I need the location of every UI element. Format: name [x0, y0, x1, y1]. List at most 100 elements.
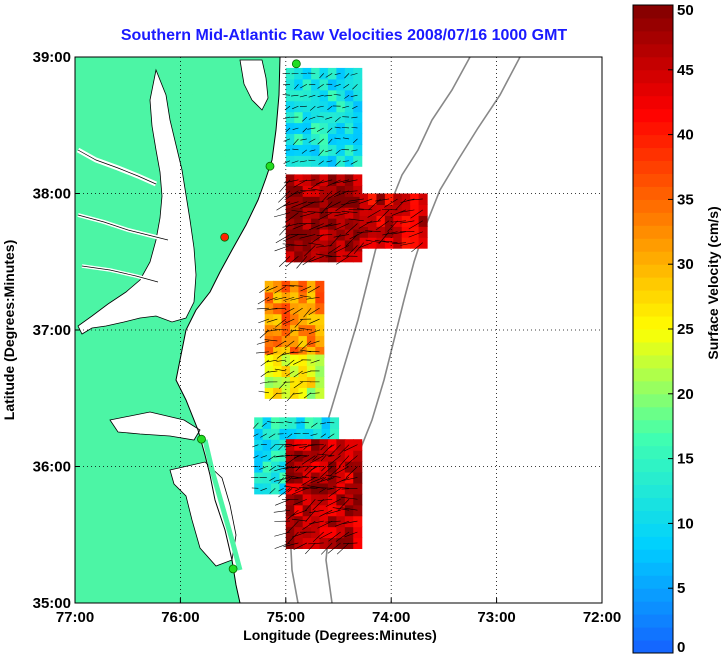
velocity-cell [294, 207, 303, 219]
colorbar-segment [633, 562, 673, 575]
velocity-cell [345, 505, 354, 517]
radar-site-marker [197, 435, 205, 443]
velocity-cell [360, 204, 369, 216]
velocity-cell [305, 428, 314, 440]
colorbar-tick-label: 20 [677, 386, 694, 403]
velocity-cell [303, 516, 312, 528]
velocity-cell [353, 251, 362, 263]
velocity-cell [328, 527, 337, 539]
velocity-cell [353, 527, 362, 539]
velocity-cell [320, 144, 329, 156]
velocity-cell [320, 112, 329, 124]
velocity-cell [263, 417, 272, 429]
velocity-cell [307, 335, 316, 347]
colorbar-segment [633, 549, 673, 562]
velocity-cell [345, 90, 354, 102]
velocity-cell [336, 439, 345, 451]
velocity-cell [353, 133, 362, 145]
colorbar-segment [633, 277, 673, 290]
colorbar-tick-label: 10 [677, 515, 694, 532]
colorbar-segment [633, 407, 673, 420]
velocity-cell [385, 215, 394, 227]
velocity-cell [286, 133, 295, 145]
colorbar-segment [633, 44, 673, 57]
velocity-cell [315, 281, 324, 293]
velocity-cell [311, 494, 320, 506]
velocity-cell [336, 155, 345, 167]
velocity-cell [353, 494, 362, 506]
colorbar-segment [633, 394, 673, 407]
velocity-cell [330, 417, 339, 429]
colorbar-tick-label: 15 [677, 451, 694, 468]
colorbar-segment [633, 122, 673, 135]
velocity-cell [294, 123, 303, 135]
velocity-cell [286, 218, 295, 230]
velocity-cell [303, 494, 312, 506]
velocity-cell [311, 505, 320, 517]
velocity-cell [286, 537, 295, 549]
velocity-cell [402, 194, 411, 206]
velocity-cell [315, 376, 324, 388]
velocity-cell [254, 439, 263, 451]
colorbar-segment [633, 329, 673, 342]
velocity-cell [336, 472, 345, 484]
velocity-cell [303, 251, 312, 263]
velocity-cell [320, 68, 329, 80]
velocity-cell [376, 204, 385, 216]
velocity-cell [286, 240, 295, 252]
velocity-cell [286, 174, 295, 186]
velocity-cell [273, 314, 282, 326]
velocity-cell [282, 281, 291, 293]
velocity-cell [311, 240, 320, 252]
colorbar-segment [633, 342, 673, 355]
colorbar-segment [633, 148, 673, 161]
velocity-cell [303, 112, 312, 124]
velocity-cell [330, 428, 339, 440]
y-tick-label: 35:00 [33, 595, 71, 612]
colorbar-tick-label: 50 [677, 2, 694, 19]
velocity-cell [286, 472, 295, 484]
velocity-cell [328, 101, 337, 113]
velocity-cell [303, 144, 312, 156]
velocity-cell [385, 237, 394, 249]
velocity-cell [320, 133, 329, 145]
velocity-cell [311, 472, 320, 484]
x-tick-label: 74:00 [372, 609, 410, 626]
y-tick-label: 36:00 [33, 459, 71, 476]
velocity-cell [376, 237, 385, 249]
colorbar-segment [633, 485, 673, 498]
velocity-cell [290, 292, 299, 304]
colorbar-segment [633, 161, 673, 174]
colorbar-segment [633, 57, 673, 70]
velocity-cell [393, 194, 402, 206]
velocity-cell [336, 196, 345, 208]
velocity-cell [336, 144, 345, 156]
velocity-cell [345, 112, 354, 124]
velocity-cell [279, 417, 288, 429]
x-tick-label: 72:00 [583, 609, 621, 626]
velocity-cell [265, 292, 274, 304]
velocity-cell [328, 79, 337, 91]
velocity-cell [265, 355, 274, 367]
velocity-cell [311, 90, 320, 102]
velocity-cell [315, 355, 324, 367]
velocity-cell [290, 355, 299, 367]
velocity-cell [288, 428, 297, 440]
colorbar-tick-label: 45 [677, 62, 694, 79]
velocity-cell [328, 505, 337, 517]
velocity-cell [298, 292, 307, 304]
velocity-cell [336, 79, 345, 91]
velocity-cell [303, 207, 312, 219]
colorbar-segment [633, 70, 673, 83]
velocity-cell [265, 335, 274, 347]
colorbar-segment [633, 575, 673, 588]
velocity-cell [303, 240, 312, 252]
velocity-cell [294, 516, 303, 528]
velocity-cell [336, 494, 345, 506]
velocity-cell [303, 123, 312, 135]
velocity-cell [298, 281, 307, 293]
velocity-cell [294, 133, 303, 145]
velocity-cell [282, 314, 291, 326]
velocity-cell [328, 133, 337, 145]
